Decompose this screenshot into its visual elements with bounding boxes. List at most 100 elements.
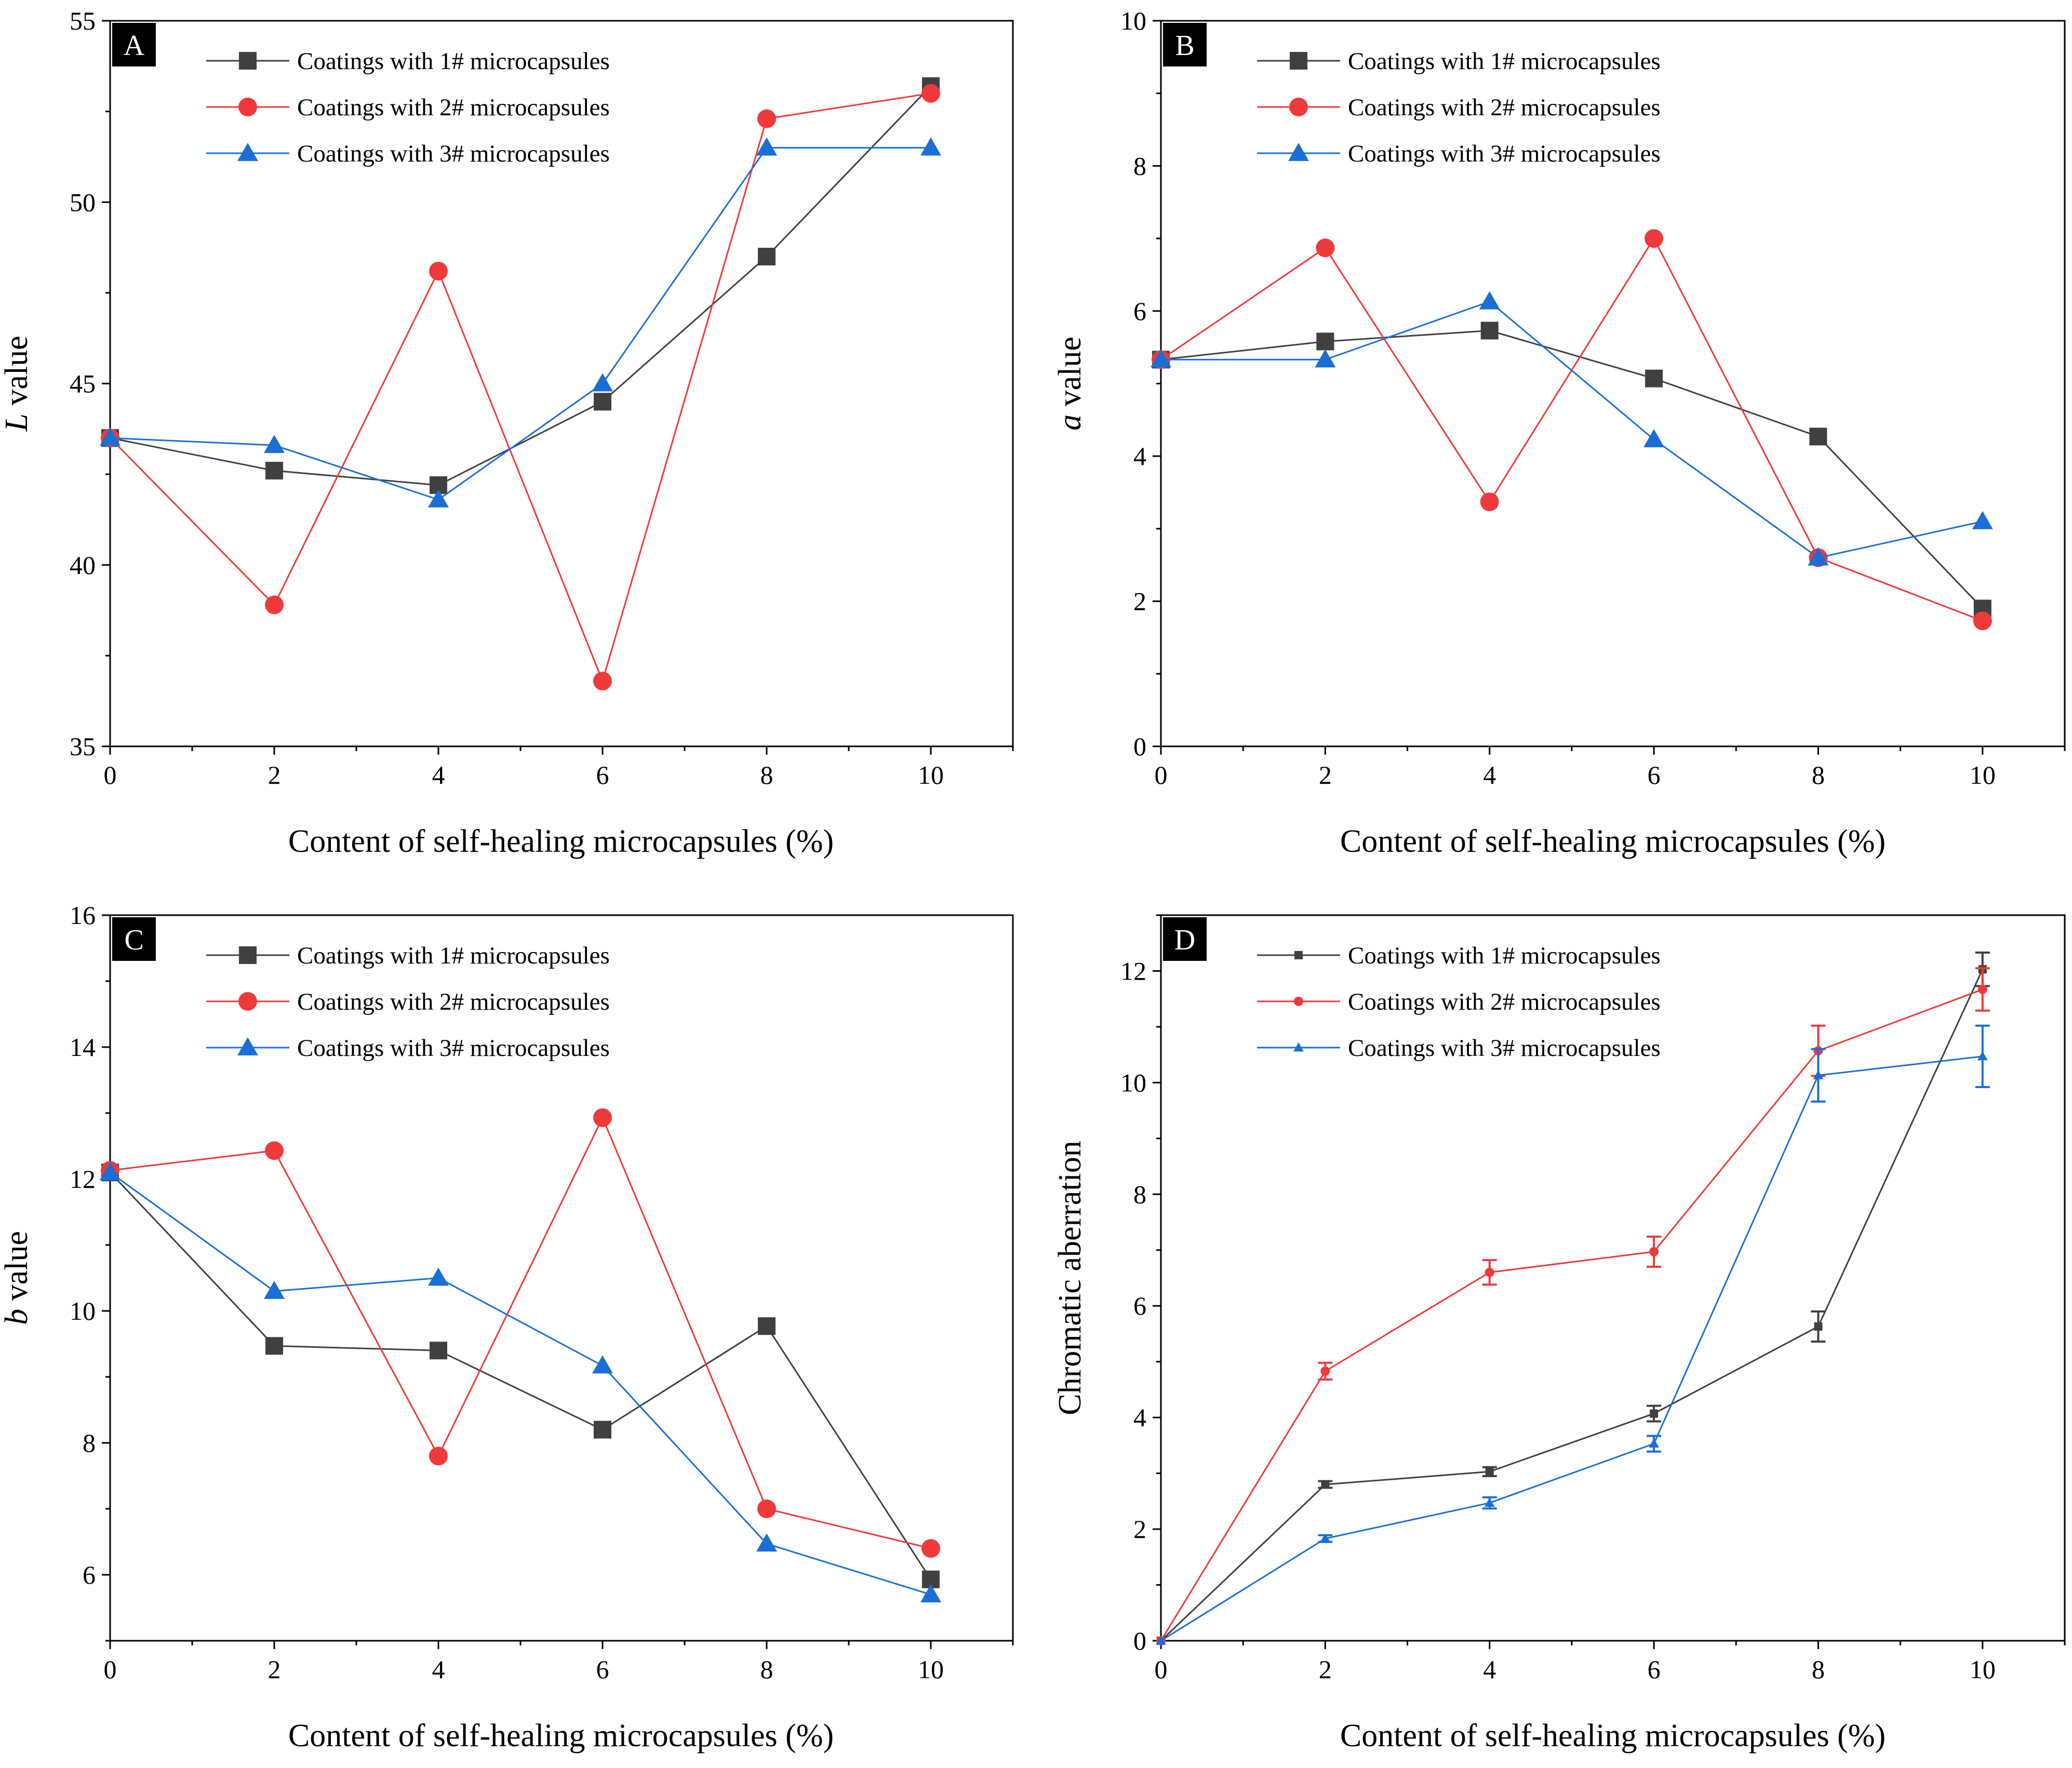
y-tick-label: 6 <box>1133 1291 1146 1320</box>
panel-a: 0 2 4 6 8 10 35 40 45 50 55 Content of self-healing… <box>0 6 1014 859</box>
legend-label: Coatings with 2# microcapsules <box>1348 988 1661 1015</box>
data-point <box>758 248 776 266</box>
data-point <box>1814 1322 1823 1331</box>
y-tick-label: 4 <box>1133 441 1146 471</box>
x-tick-label: 6 <box>596 1655 609 1684</box>
plot-frame <box>1160 20 2066 747</box>
y-tick-label: 0 <box>1133 732 1146 761</box>
data-point <box>756 1533 777 1552</box>
x-tick-label: 4 <box>432 1655 445 1684</box>
plot-frame <box>1160 914 2066 1642</box>
data-point <box>758 1317 776 1335</box>
data-point <box>265 1141 284 1160</box>
series-1 <box>1152 322 1991 618</box>
data-point <box>921 1539 940 1558</box>
legend-marker <box>1294 997 1303 1006</box>
data-point <box>430 1342 447 1360</box>
data-point <box>756 137 777 156</box>
legend-label: Coatings with 2# microcapsules <box>297 94 610 121</box>
y-axis-title-text: value <box>1052 337 1088 414</box>
legend-marker <box>1290 52 1307 70</box>
y-tick-label: 2 <box>1133 587 1146 616</box>
data-point <box>1321 1480 1330 1489</box>
data-point <box>1643 429 1665 448</box>
data-point <box>757 109 776 128</box>
x-tick-label: 10 <box>918 760 944 789</box>
data-point <box>429 261 448 280</box>
data-point <box>429 1446 448 1466</box>
legend: Coatings with 1# microcapsules Coatings w… <box>1257 942 1661 1062</box>
x-tick-label: 4 <box>1483 760 1496 789</box>
y-tick-label: 14 <box>70 1033 96 1062</box>
data-point <box>1645 369 1663 387</box>
series-line <box>109 1172 932 1580</box>
x-tick-label: 8 <box>760 760 773 789</box>
data-point <box>1813 1070 1824 1079</box>
legend-marker <box>237 1037 258 1055</box>
y-tick-label: 55 <box>70 6 96 35</box>
series-2 <box>101 84 940 691</box>
series-3 <box>1156 1024 1990 1645</box>
legend-marker <box>1294 951 1303 959</box>
data-point <box>1645 229 1664 248</box>
legend-label: Coatings with 3# microcapsules <box>297 1035 610 1062</box>
y-tick-label: 10 <box>70 1296 96 1325</box>
legend-marker <box>238 98 257 116</box>
x-tick-label: 0 <box>1155 1655 1168 1684</box>
legend-label: Coatings with 1# microcapsules <box>1348 942 1661 969</box>
legend-label: Coatings with 2# microcapsules <box>297 988 610 1015</box>
data-point <box>1808 547 1829 566</box>
series-line <box>1160 1055 1983 1642</box>
y-axis-title: b value <box>0 1231 34 1325</box>
data-point <box>592 373 613 392</box>
series-line <box>1160 330 1983 609</box>
data-point <box>264 1280 285 1299</box>
y-tick-label: 4 <box>1133 1403 1146 1432</box>
data-point <box>592 1355 613 1374</box>
series-1 <box>101 1163 940 1588</box>
data-point <box>264 435 285 453</box>
x-tick-label: 0 <box>104 760 117 789</box>
x-tick-label: 2 <box>1319 760 1332 789</box>
panel-b: 0 2 4 6 8 10 0 2 4 6 8 10 Content of self-healing mi… <box>1052 6 2066 859</box>
data-point <box>1320 1366 1330 1376</box>
data-point <box>265 1337 283 1355</box>
y-tick-label: 35 <box>70 732 96 761</box>
data-point <box>428 489 449 508</box>
y-tick-label: 8 <box>83 1428 96 1457</box>
y-axis-title: Chromatic aberration <box>1052 1141 1088 1415</box>
y-tick-label: 16 <box>70 901 96 930</box>
data-point <box>428 1267 449 1286</box>
data-point <box>1973 611 1992 631</box>
data-point <box>1484 1497 1495 1507</box>
x-tick-label: 6 <box>1648 1655 1661 1684</box>
series-2 <box>101 1108 940 1558</box>
data-point <box>1972 511 1993 529</box>
data-point <box>1316 332 1334 351</box>
x-tick-label: 10 <box>1970 1655 1996 1684</box>
legend-label: Coatings with 1# microcapsules <box>297 48 610 75</box>
series-line <box>110 1172 931 1596</box>
data-point <box>920 1584 941 1603</box>
y-tick-label: 0 <box>1133 1626 1146 1655</box>
x-tick-label: 0 <box>1155 760 1168 789</box>
x-tick-label: 2 <box>1319 1655 1332 1684</box>
data-point <box>1320 1533 1331 1543</box>
data-point <box>594 1421 611 1439</box>
panel-letter-box <box>112 917 156 961</box>
legend: Coatings with 1# microcapsules Coatings w… <box>1257 48 1661 167</box>
series-3 <box>1151 291 1993 566</box>
data-point <box>593 672 612 691</box>
y-tick-label: 6 <box>83 1560 96 1589</box>
y-tick-label: 6 <box>1133 297 1146 326</box>
legend-marker <box>1289 98 1308 116</box>
data-point <box>593 1108 612 1127</box>
x-tick-label: 10 <box>918 1655 944 1684</box>
x-tick-label: 6 <box>596 760 609 789</box>
panel-d: 0 2 4 6 8 10 0 2 4 6 8 10 12 Content of self-healing … <box>1052 914 2066 1753</box>
data-point <box>1977 984 1987 994</box>
data-point <box>921 84 940 103</box>
y-tick-label: 12 <box>1120 956 1146 985</box>
series-line <box>1160 969 1984 1642</box>
